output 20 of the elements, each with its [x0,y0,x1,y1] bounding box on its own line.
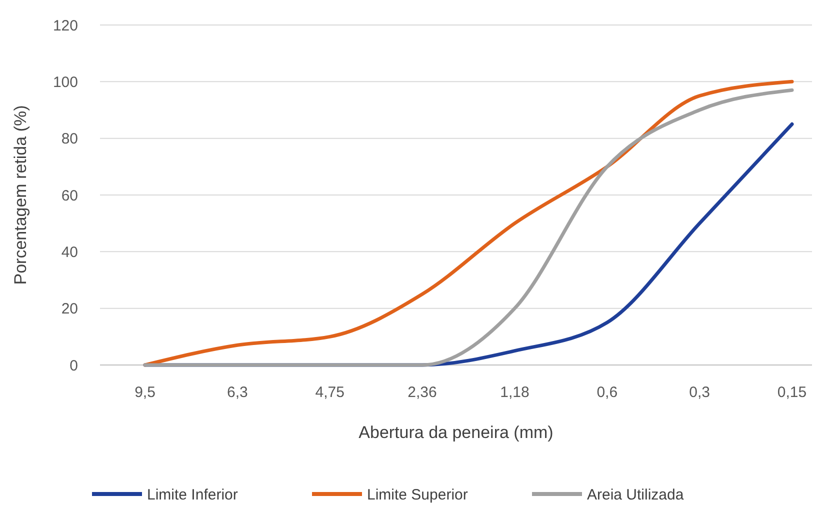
y-tick-label: 80 [61,130,78,148]
y-tick-label: 120 [52,17,78,34]
y-tick-label: 100 [52,74,78,91]
x-tick-label: 6,3 [227,384,248,401]
y-tick-label: 40 [61,244,78,261]
legend-label: Limite Inferior [147,486,238,504]
y-tick-label: 20 [61,300,78,318]
x-tick-label: 0,15 [777,384,807,401]
x-axis-title: Abertura da peneira (mm) [358,423,554,442]
x-tick-label: 0,6 [596,384,618,401]
legend-label: Limite Superior [367,486,468,504]
x-tick-label: 4,75 [315,384,344,401]
y-tick-label: 0 [70,357,78,374]
x-tick-label: 2,36 [408,384,437,401]
legend-label: Areia Utilizada [587,486,684,504]
x-tick-label: 1,18 [500,384,530,401]
y-axis-title: Porcentagem retida (%) [11,105,30,285]
x-tick-label: 9,5 [134,384,156,401]
y-tick-label: 60 [61,187,78,204]
x-tick-label: 0,3 [689,384,710,401]
